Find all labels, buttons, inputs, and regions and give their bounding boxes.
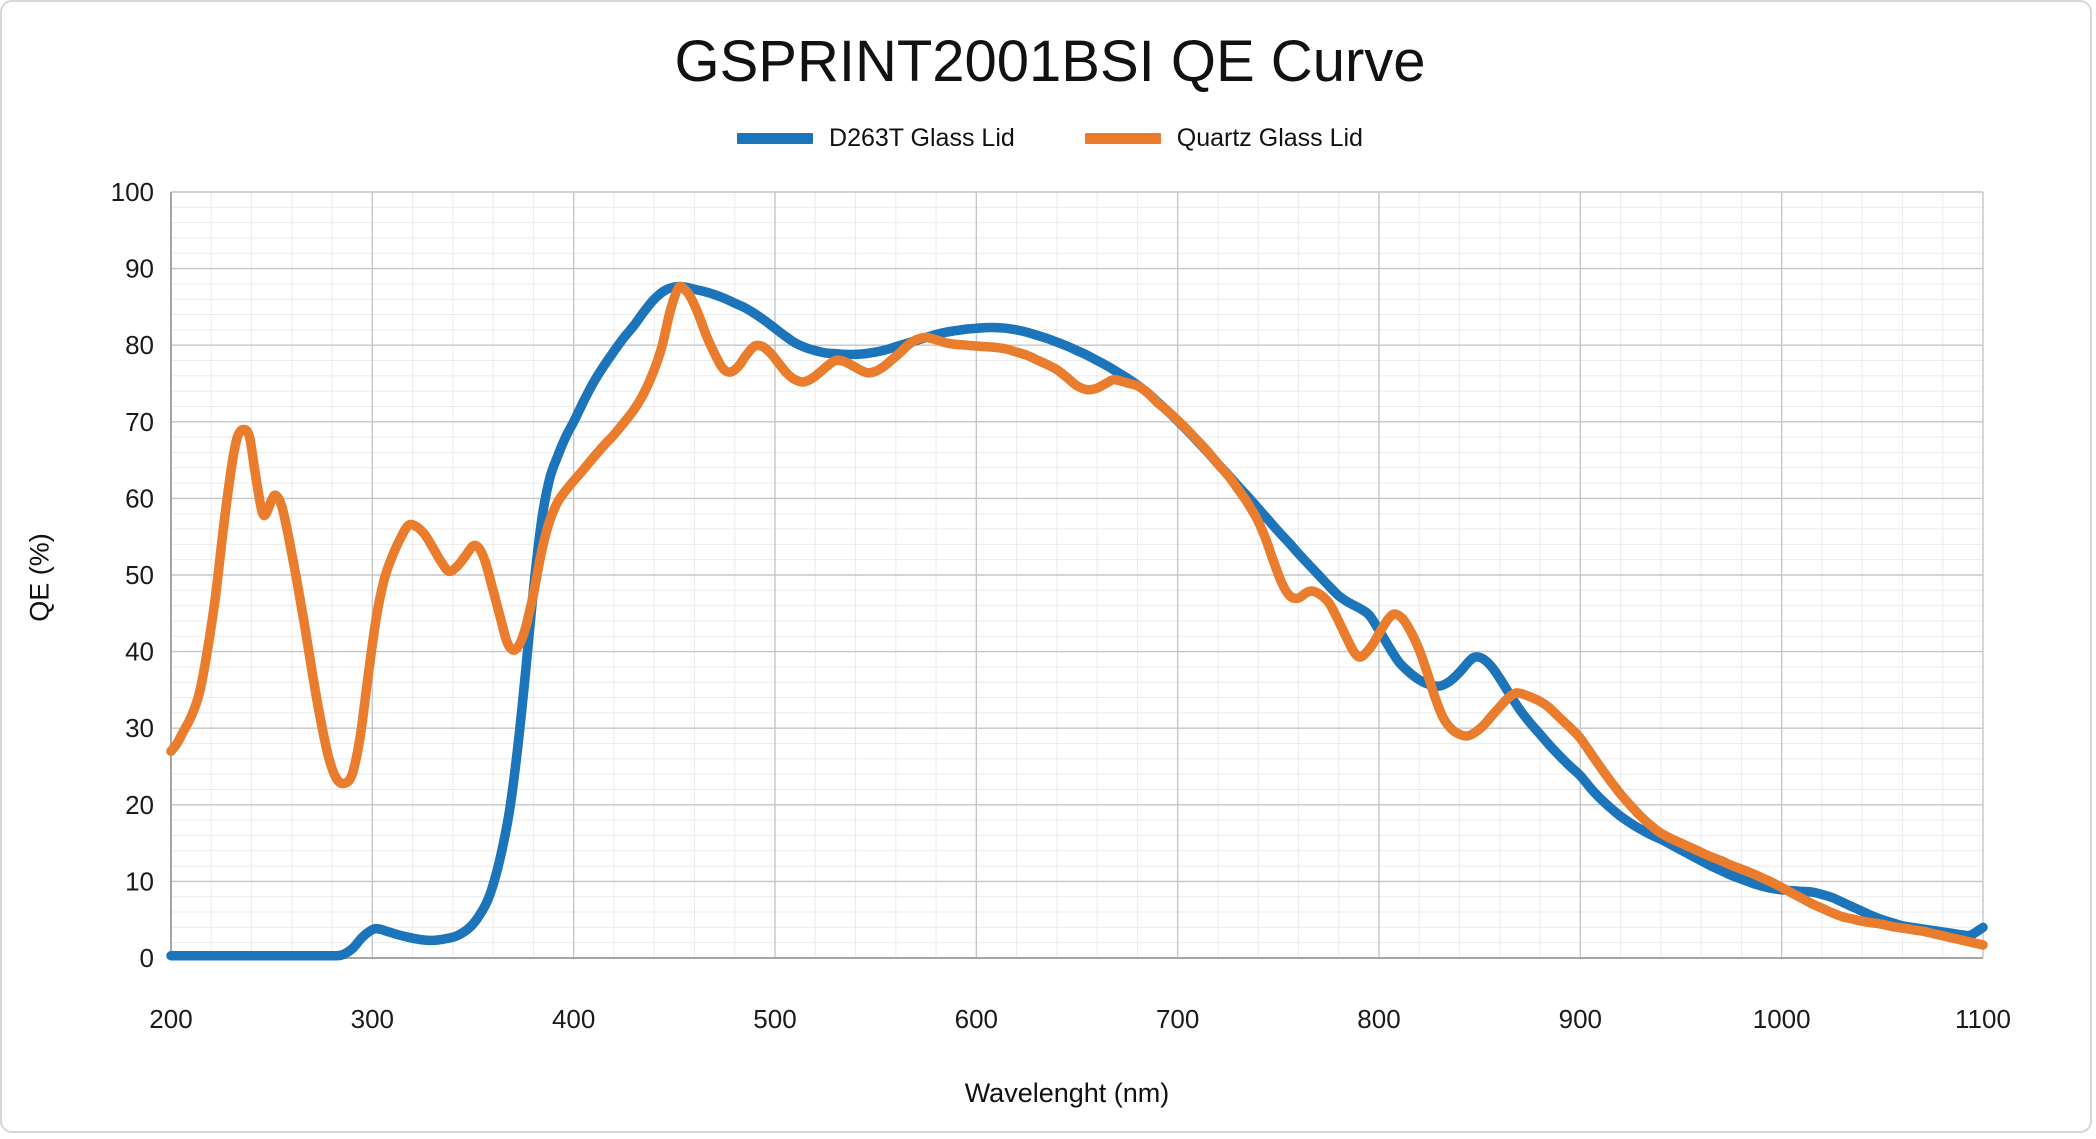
legend: D263T Glass Lid Quartz Glass Lid — [2, 124, 2096, 153]
x-tick-label: 400 — [552, 1004, 595, 1034]
y-tick-label: 20 — [125, 790, 154, 820]
legend-swatch-blue — [737, 133, 814, 144]
x-tick-label: 1000 — [1753, 1004, 1811, 1034]
y-tick-label: 10 — [125, 866, 154, 896]
chart-title: GSPRINT2001BSI QE Curve — [674, 29, 1426, 94]
legend-swatch-orange — [1084, 133, 1161, 144]
y-tick-label: 30 — [125, 713, 154, 743]
y-tick-label: 70 — [125, 407, 154, 437]
legend-item-quartz: Quartz Glass Lid — [1084, 124, 1363, 153]
y-tick-label: 50 — [125, 560, 154, 590]
x-tick-label: 1100 — [1955, 1004, 2011, 1034]
x-tick-label: 900 — [1559, 1004, 1602, 1034]
x-tick-label: 300 — [351, 1004, 394, 1034]
y-tick-label: 90 — [125, 254, 154, 284]
x-tick-label: 200 — [149, 1004, 192, 1034]
y-tick-label: 60 — [125, 483, 154, 513]
series-line-d263t — [166, 281, 1988, 961]
legend-item-d263t: D263T Glass Lid — [737, 124, 1015, 153]
x-tick-label: 800 — [1357, 1004, 1400, 1034]
series-line-quartz — [166, 281, 1988, 950]
y-tick-label: 0 — [140, 943, 154, 973]
legend-label: D263T Glass Lid — [829, 124, 1015, 152]
x-tick-label: 700 — [1156, 1004, 1199, 1034]
x-tick-label: 600 — [955, 1004, 998, 1034]
y-tick-label: 100 — [111, 177, 154, 207]
y-axis-title: QE (%) — [24, 533, 55, 622]
x-tick-label: 500 — [753, 1004, 796, 1034]
x-axis-title: Wavelenght (nm) — [964, 1078, 1170, 1108]
y-tick-label: 80 — [125, 330, 154, 360]
y-tick-label: 40 — [125, 637, 154, 667]
legend-label: Quartz Glass Lid — [1176, 124, 1363, 152]
